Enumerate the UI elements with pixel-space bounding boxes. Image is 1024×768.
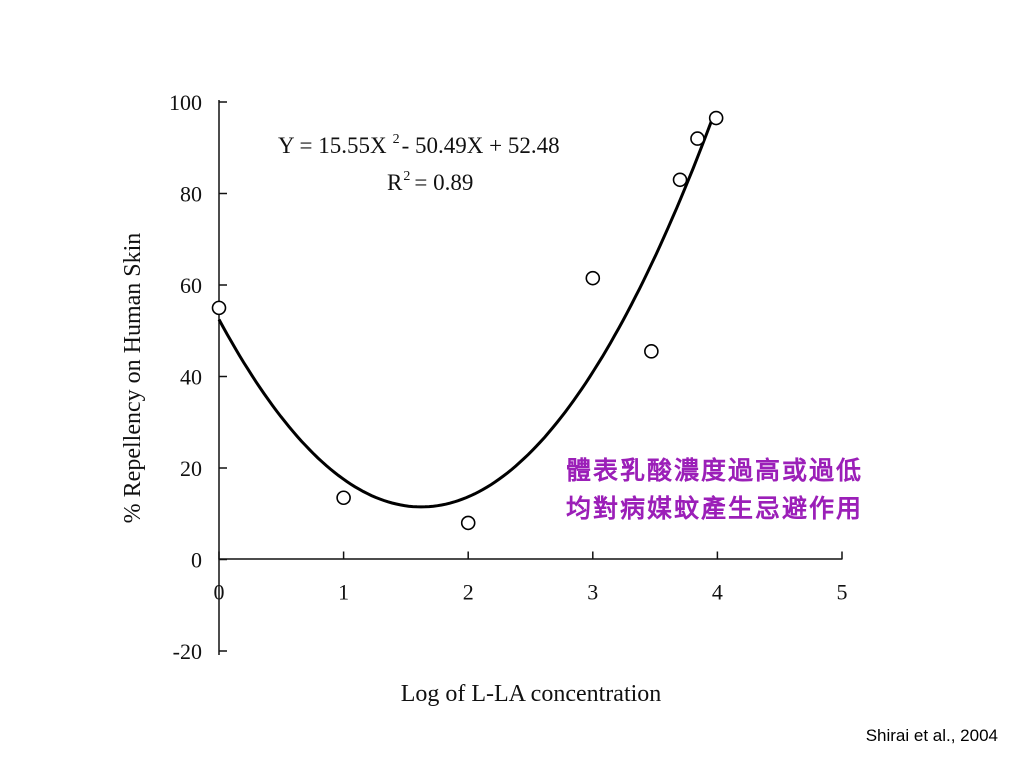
chinese-annotation: 體表乳酸濃度過高或過低 均對病媒蚊產生忌避作用 xyxy=(566,452,863,528)
x-axis-ticks: 0 1 2 3 4 5 xyxy=(214,551,848,605)
r-squared: R2 = 0.89 xyxy=(387,169,473,195)
data-point xyxy=(336,490,351,506)
data-point xyxy=(585,270,601,286)
data-point xyxy=(644,344,659,359)
x-tick-label: 5 xyxy=(837,580,848,605)
data-points xyxy=(211,110,724,531)
x-tick-label: 2 xyxy=(463,580,474,605)
x-tick-label: 1 xyxy=(338,580,349,605)
y-tick-label: 80 xyxy=(180,182,202,207)
y-axis-ticks: 100 80 60 40 20 0 -20 xyxy=(169,90,227,664)
x-tick-label: 4 xyxy=(712,580,723,605)
data-point xyxy=(211,300,227,316)
x-tick-label: 3 xyxy=(587,580,598,605)
y-tick-label: 100 xyxy=(169,90,202,115)
annotation-line-1: 體表乳酸濃度過高或過低 xyxy=(566,456,864,485)
data-point xyxy=(690,131,705,146)
y-tick-label: 0 xyxy=(191,548,202,573)
regression-curve xyxy=(217,114,716,509)
y-tick-label: 20 xyxy=(180,456,202,481)
y-tick-label: 40 xyxy=(180,365,202,390)
y-tick-label: 60 xyxy=(180,273,202,298)
data-point xyxy=(672,172,688,188)
x-tick-label: 0 xyxy=(214,580,225,605)
regression-equation: Y = 15.55X 2- 50.49X + 52.48 xyxy=(278,132,560,158)
y-tick-label: -20 xyxy=(173,639,202,664)
data-point xyxy=(460,515,476,531)
x-axis-title: Log of L-LA concentration xyxy=(401,681,662,707)
data-point xyxy=(708,110,724,126)
y-axis-title: % Repellency on Human Skin xyxy=(120,233,146,524)
annotation-line-2: 均對病媒蚊產生忌避作用 xyxy=(566,494,864,523)
citation: Shirai et al., 2004 xyxy=(865,726,998,745)
